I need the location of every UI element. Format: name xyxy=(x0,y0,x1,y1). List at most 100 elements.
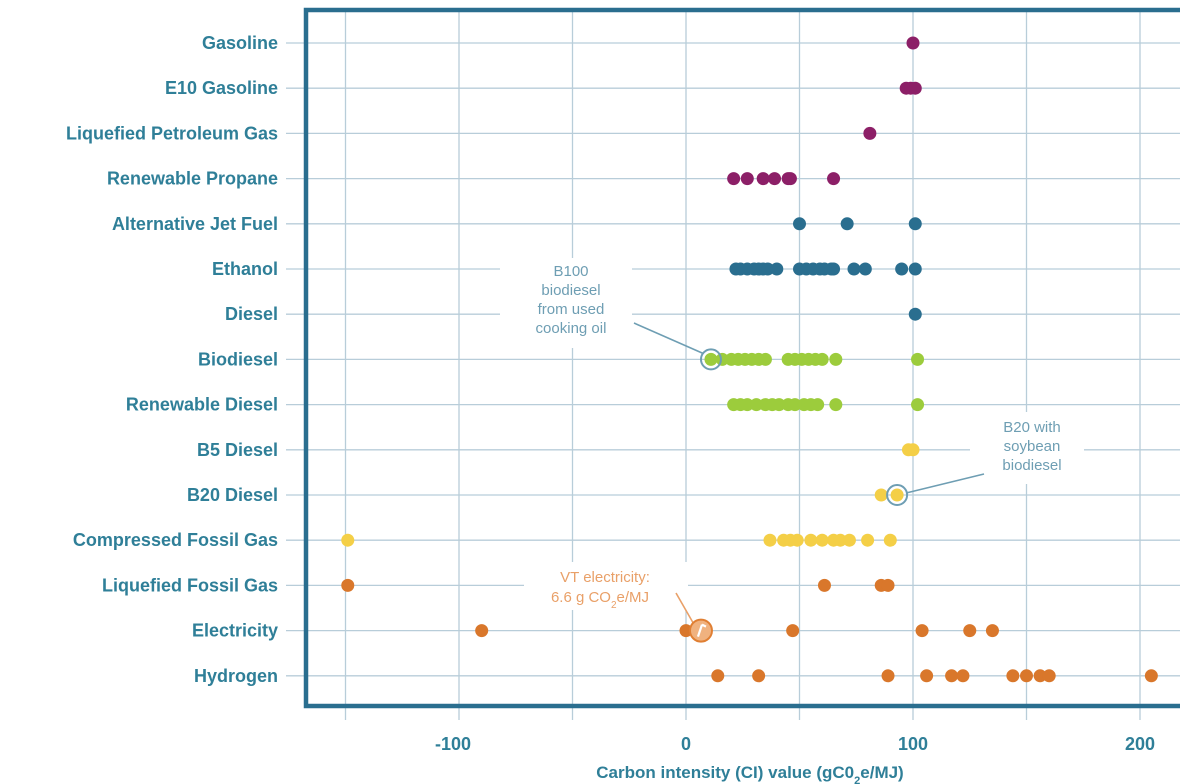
category-label: Compressed Fossil Gas xyxy=(73,530,278,550)
data-point xyxy=(895,262,909,276)
data-point xyxy=(341,533,355,547)
data-point xyxy=(1020,669,1033,683)
category-label: Hydrogen xyxy=(194,666,278,686)
annotation-texts: B100 biodiesel from used cooking oil B20 wit… xyxy=(536,263,1062,611)
data-point xyxy=(847,262,861,276)
category-label: E10 Gasoline xyxy=(165,78,278,98)
data-point xyxy=(752,669,766,683)
b100-annotation-line: B100 xyxy=(553,263,588,280)
category-labels: Gasoline E10 Gasoline Liquefied Petroleum … xyxy=(66,33,278,686)
data-point xyxy=(740,172,754,186)
data-point xyxy=(881,578,895,592)
data-point xyxy=(840,217,854,231)
data-point xyxy=(711,669,725,683)
data-point xyxy=(963,624,977,638)
data-point xyxy=(341,578,355,592)
data-point xyxy=(858,262,872,276)
category-label: Alternative Jet Fuel xyxy=(112,214,278,234)
b100-annotation-line: cooking oil xyxy=(536,320,607,337)
b20-annotation-line: soybean xyxy=(1004,438,1061,455)
data-point xyxy=(768,172,782,186)
data-point xyxy=(817,578,831,592)
x-tick-label: 200 xyxy=(1125,734,1155,754)
category-label: B20 Diesel xyxy=(187,485,278,505)
data-point xyxy=(788,398,802,412)
data-point xyxy=(829,352,843,366)
data-point xyxy=(827,172,841,186)
data-point xyxy=(890,488,904,502)
b100-annotation-line: biodiesel xyxy=(541,282,600,299)
data-point xyxy=(758,352,772,366)
category-label: Gasoline xyxy=(202,33,278,53)
category-label: Electricity xyxy=(192,621,278,641)
b100-annotation-line: from used xyxy=(538,301,605,318)
data-point xyxy=(908,81,922,95)
data-point xyxy=(770,262,784,276)
x-axis-title: Carbon intensity (CI) value (gC02e/MJ) xyxy=(596,763,903,784)
b20-annotation-line: B20 with xyxy=(1003,419,1061,436)
data-point xyxy=(908,217,922,231)
x-tick-label: 100 xyxy=(898,734,928,754)
electricity-annotation-line2: 6.6 g CO2e/MJ xyxy=(551,589,649,611)
data-point xyxy=(749,398,763,412)
data-point xyxy=(475,624,489,638)
category-label: Ethanol xyxy=(212,259,278,279)
data-point xyxy=(772,398,786,412)
data-point xyxy=(679,624,693,638)
data-point xyxy=(906,36,920,50)
data-point xyxy=(1042,669,1056,683)
data-point xyxy=(956,669,970,683)
data-point xyxy=(1006,669,1020,683)
data-point xyxy=(1144,669,1158,683)
data-point xyxy=(911,398,925,412)
b20-text-bg xyxy=(970,412,1084,484)
b20-annotation-line: biodiesel xyxy=(1002,457,1061,474)
electricity-annotation-line1: VT electricity: xyxy=(560,569,650,586)
data-point xyxy=(861,533,875,547)
data-point xyxy=(906,443,920,457)
data-point xyxy=(783,172,797,186)
data-point xyxy=(833,533,847,547)
category-label: Renewable Diesel xyxy=(126,395,278,415)
b20-leader-line xyxy=(905,473,985,494)
plot-frame xyxy=(303,7,1180,709)
b20-highlight-ring xyxy=(886,484,909,506)
b100-leader-line xyxy=(633,322,704,355)
data-point xyxy=(790,533,804,547)
plot-border xyxy=(303,7,1180,709)
category-label: Renewable Propane xyxy=(107,169,278,189)
data-point xyxy=(985,624,999,638)
data-point xyxy=(911,352,925,366)
data-point xyxy=(804,533,818,547)
data-point xyxy=(881,669,895,683)
b100-text-bg xyxy=(500,258,632,348)
data-point xyxy=(883,533,897,547)
data-point xyxy=(715,352,729,366)
data-point xyxy=(761,262,775,276)
data-point xyxy=(786,624,800,638)
data-point xyxy=(793,217,806,231)
data-point xyxy=(811,398,825,412)
b100-highlight-ring xyxy=(699,348,722,371)
electricity-leader-line xyxy=(675,592,694,623)
data-point xyxy=(915,624,929,638)
data-point xyxy=(704,352,718,366)
data-point xyxy=(1033,669,1047,683)
category-label: Liquefied Fossil Gas xyxy=(102,575,278,595)
x-tick-label: -100 xyxy=(435,734,471,754)
electricity-text-bg xyxy=(524,562,688,610)
data-point xyxy=(829,398,843,412)
category-label: Liquefied Petroleum Gas xyxy=(66,123,278,143)
category-label: Biodiesel xyxy=(198,349,278,369)
data-point xyxy=(863,126,877,140)
annotation-lines xyxy=(500,258,1084,623)
data-point xyxy=(727,172,741,186)
data-point xyxy=(908,307,922,321)
data-point xyxy=(763,533,777,547)
data-point xyxy=(756,172,770,186)
annotation-markers xyxy=(688,348,909,643)
data-point xyxy=(945,669,959,683)
x-tick-label: 0 xyxy=(681,734,691,754)
data-point xyxy=(842,533,856,547)
